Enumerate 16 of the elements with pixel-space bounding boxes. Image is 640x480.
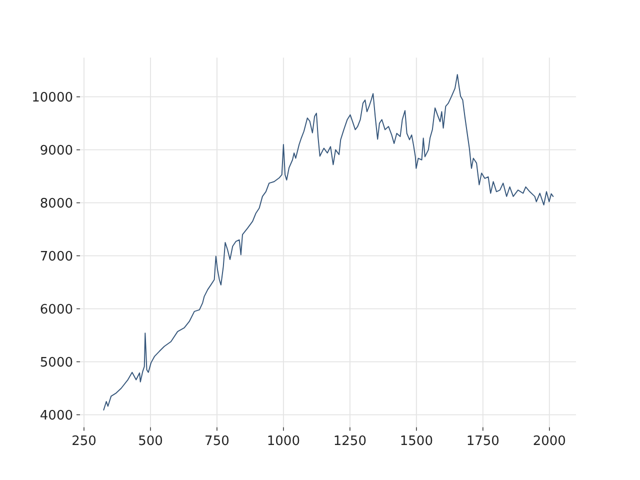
y-tick-label: 8000	[40, 196, 73, 212]
y-tick-label: 5000	[40, 355, 73, 370]
y-tick-label: 6000	[40, 302, 73, 318]
x-tick-label: 500	[138, 434, 163, 450]
x-tick-label: 750	[204, 434, 230, 450]
x-tick-label: 250	[72, 434, 96, 450]
y-tick-label: 4000	[40, 408, 73, 424]
y-tick-label: 10000	[32, 90, 73, 106]
y-tick-label: 9000	[40, 143, 73, 158]
x-tick-label: 1500	[400, 434, 433, 450]
line-series	[103, 74, 554, 410]
x-tick-label: 1250	[333, 434, 366, 450]
x-tick-label: 2000	[532, 434, 566, 450]
x-tick-label: 1000	[266, 434, 300, 450]
y-tick-label: 7000	[40, 249, 73, 264]
x-tick-label: 1750	[466, 434, 500, 450]
